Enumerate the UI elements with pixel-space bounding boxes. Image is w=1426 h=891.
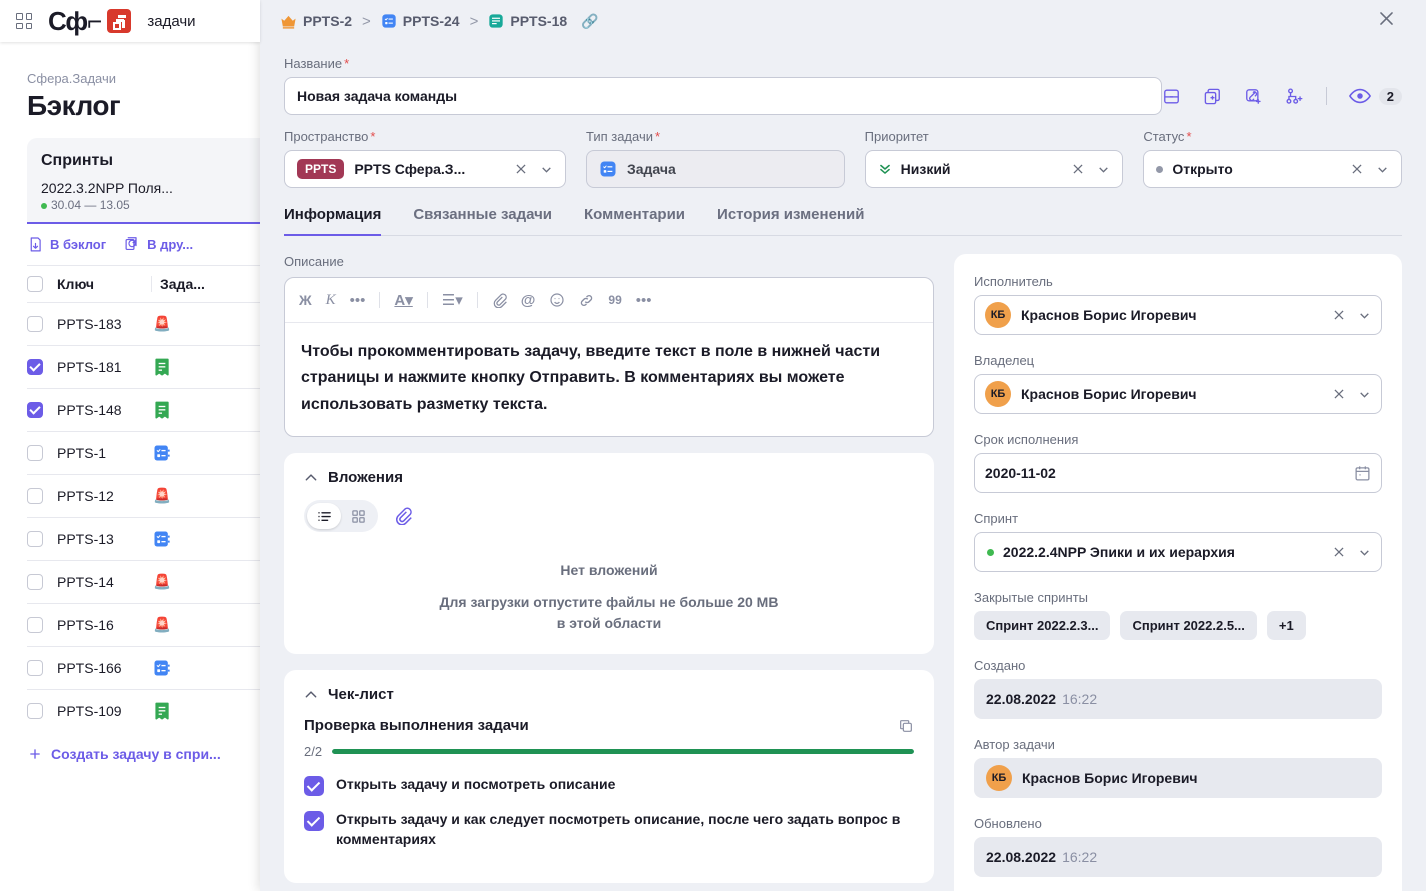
svg-text:🚨: 🚨 <box>153 615 171 633</box>
svg-text:🚨: 🚨 <box>153 314 171 332</box>
svg-text:🚨: 🚨 <box>153 486 171 504</box>
svg-text:🚨: 🚨 <box>153 572 171 590</box>
